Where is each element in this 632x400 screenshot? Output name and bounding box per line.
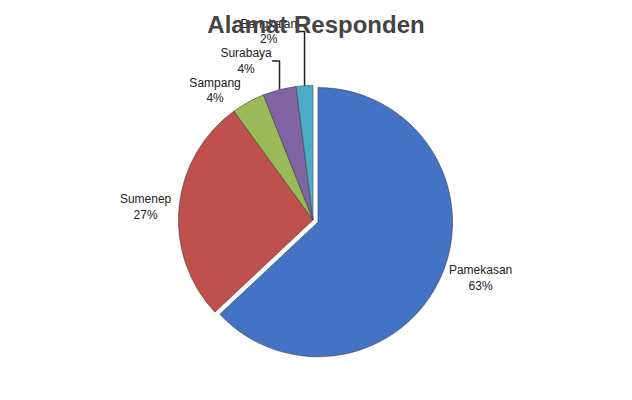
svg-text:Pamekasan63%: Pamekasan63% (449, 263, 512, 293)
svg-text:Alamat Responden: Alamat Responden (207, 11, 424, 38)
svg-text:Sumenep27%: Sumenep27% (120, 192, 172, 222)
svg-text:Sampang4%: Sampang4% (189, 76, 240, 106)
svg-text:Surabaya4%: Surabaya4% (220, 46, 272, 76)
svg-text:Bangkalan2%: Bangkalan2% (240, 17, 297, 47)
